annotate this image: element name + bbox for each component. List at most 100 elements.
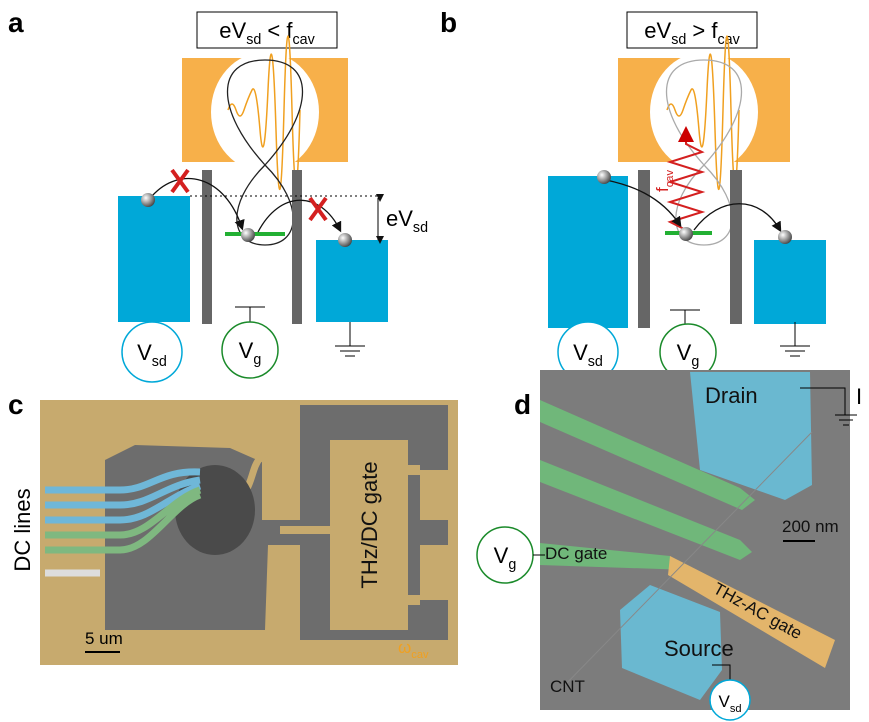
cnt-label: CNT [550, 677, 585, 696]
cavity-field [666, 35, 740, 190]
panel-label: b [440, 7, 457, 38]
subscript: sd [588, 354, 603, 370]
current-label: I [856, 384, 862, 409]
subscript: sd [152, 354, 167, 370]
ground [780, 322, 810, 357]
subscript: g [508, 557, 516, 573]
source-voltage: Vsd [718, 692, 741, 715]
text-part: V [239, 338, 254, 363]
text-part: eV [386, 206, 413, 231]
condition: eVsd < fcav [219, 18, 315, 48]
text-part: V [137, 340, 152, 365]
gate-voltage: Vg [677, 340, 700, 370]
gate-label: THz/DC gate [357, 461, 382, 588]
source-pad [620, 585, 722, 700]
panel-b: b eVsd > fcav fcav Vg Vsd [440, 7, 826, 383]
drain-lead [754, 240, 826, 324]
gate-voltage: Vg [494, 543, 517, 573]
subscript: sd [246, 32, 261, 48]
condition-box [196, 11, 338, 49]
panel-label: c [8, 389, 24, 420]
ground [335, 322, 365, 357]
source-voltage: Vsd [137, 340, 167, 370]
subscript: cav [717, 32, 740, 48]
tunnel-arrow [151, 178, 245, 231]
subscript: sd [671, 32, 686, 48]
barrier [730, 170, 742, 324]
subscript: cav [664, 170, 676, 188]
barrier [202, 170, 212, 324]
source-voltage: Vsd [573, 340, 603, 370]
electron [778, 230, 792, 244]
drain-label: Drain [705, 383, 758, 408]
ac-gate [668, 556, 835, 668]
bias-source [121, 321, 183, 383]
condition-box [626, 11, 758, 49]
dc-gate-label: DC gate [545, 544, 607, 563]
source-wire [712, 664, 731, 680]
source-lead [548, 176, 628, 328]
thz-gate [330, 440, 408, 630]
text-part: < f [261, 18, 293, 43]
blocked-mark [170, 168, 328, 222]
source-lead [118, 196, 190, 322]
text-part: V [494, 543, 509, 568]
text-part: f [653, 187, 672, 192]
electron [597, 170, 611, 184]
electron [241, 228, 255, 242]
text-part: V [677, 340, 692, 365]
subscript: cav [292, 32, 315, 48]
electron [141, 193, 155, 207]
electron [679, 227, 693, 241]
gate-stripe [540, 400, 755, 510]
gate-source [221, 321, 279, 379]
drain-lead [316, 240, 388, 322]
panel-d: d Drain I 200 nm Vg DC gate THz-AC gate … [476, 370, 862, 721]
bias-label: eVsd [386, 206, 428, 236]
photon [666, 126, 706, 231]
gate-arm [406, 465, 420, 605]
bias-source [709, 679, 751, 721]
text-part: eV [644, 18, 671, 43]
subscript: sd [413, 220, 428, 236]
barrier [638, 170, 650, 328]
panel-label: d [514, 389, 531, 420]
cavity-field [227, 35, 301, 190]
barrier [292, 170, 302, 324]
dc-line [45, 468, 202, 524]
gate-voltage: Vg [239, 338, 262, 368]
tunnel-arrow [693, 203, 782, 233]
text-part: V [573, 340, 588, 365]
subscript: g [253, 352, 261, 368]
text-part: > f [686, 18, 718, 43]
panel-a: a eVsd < fcav eVsd Vg Vsd [8, 7, 428, 383]
lines-label: DC lines [10, 488, 35, 571]
tunnel-arrow [257, 199, 342, 233]
drain [690, 372, 812, 500]
scale-label: 5 um [85, 629, 123, 648]
tunnel-arrow [605, 179, 682, 228]
subscript: cav [411, 649, 429, 661]
subscript: sd [730, 703, 742, 715]
trench [175, 465, 255, 555]
cavity-label: ωcav [398, 638, 429, 661]
source-label: Source [664, 636, 734, 661]
current-lead [800, 387, 857, 426]
dc-line [45, 486, 202, 554]
scale-label: 200 nm [782, 517, 839, 536]
subscript: g [691, 354, 699, 370]
nanotube [559, 431, 813, 691]
mode-shape [226, 59, 304, 246]
panel-label: a [8, 7, 24, 38]
panel-c: c DC lines THz/DC gate ωcav 5 um [8, 389, 458, 665]
photon-label: fcav [653, 170, 676, 192]
dc-gate [540, 543, 690, 570]
mode-shape [665, 59, 743, 246]
condition: eVsd > fcav [644, 18, 740, 48]
text-part: ω [398, 638, 411, 657]
electron [338, 233, 352, 247]
cavity-gap [650, 52, 758, 172]
gate-stripe [540, 460, 752, 560]
gate-symbol [670, 309, 700, 324]
